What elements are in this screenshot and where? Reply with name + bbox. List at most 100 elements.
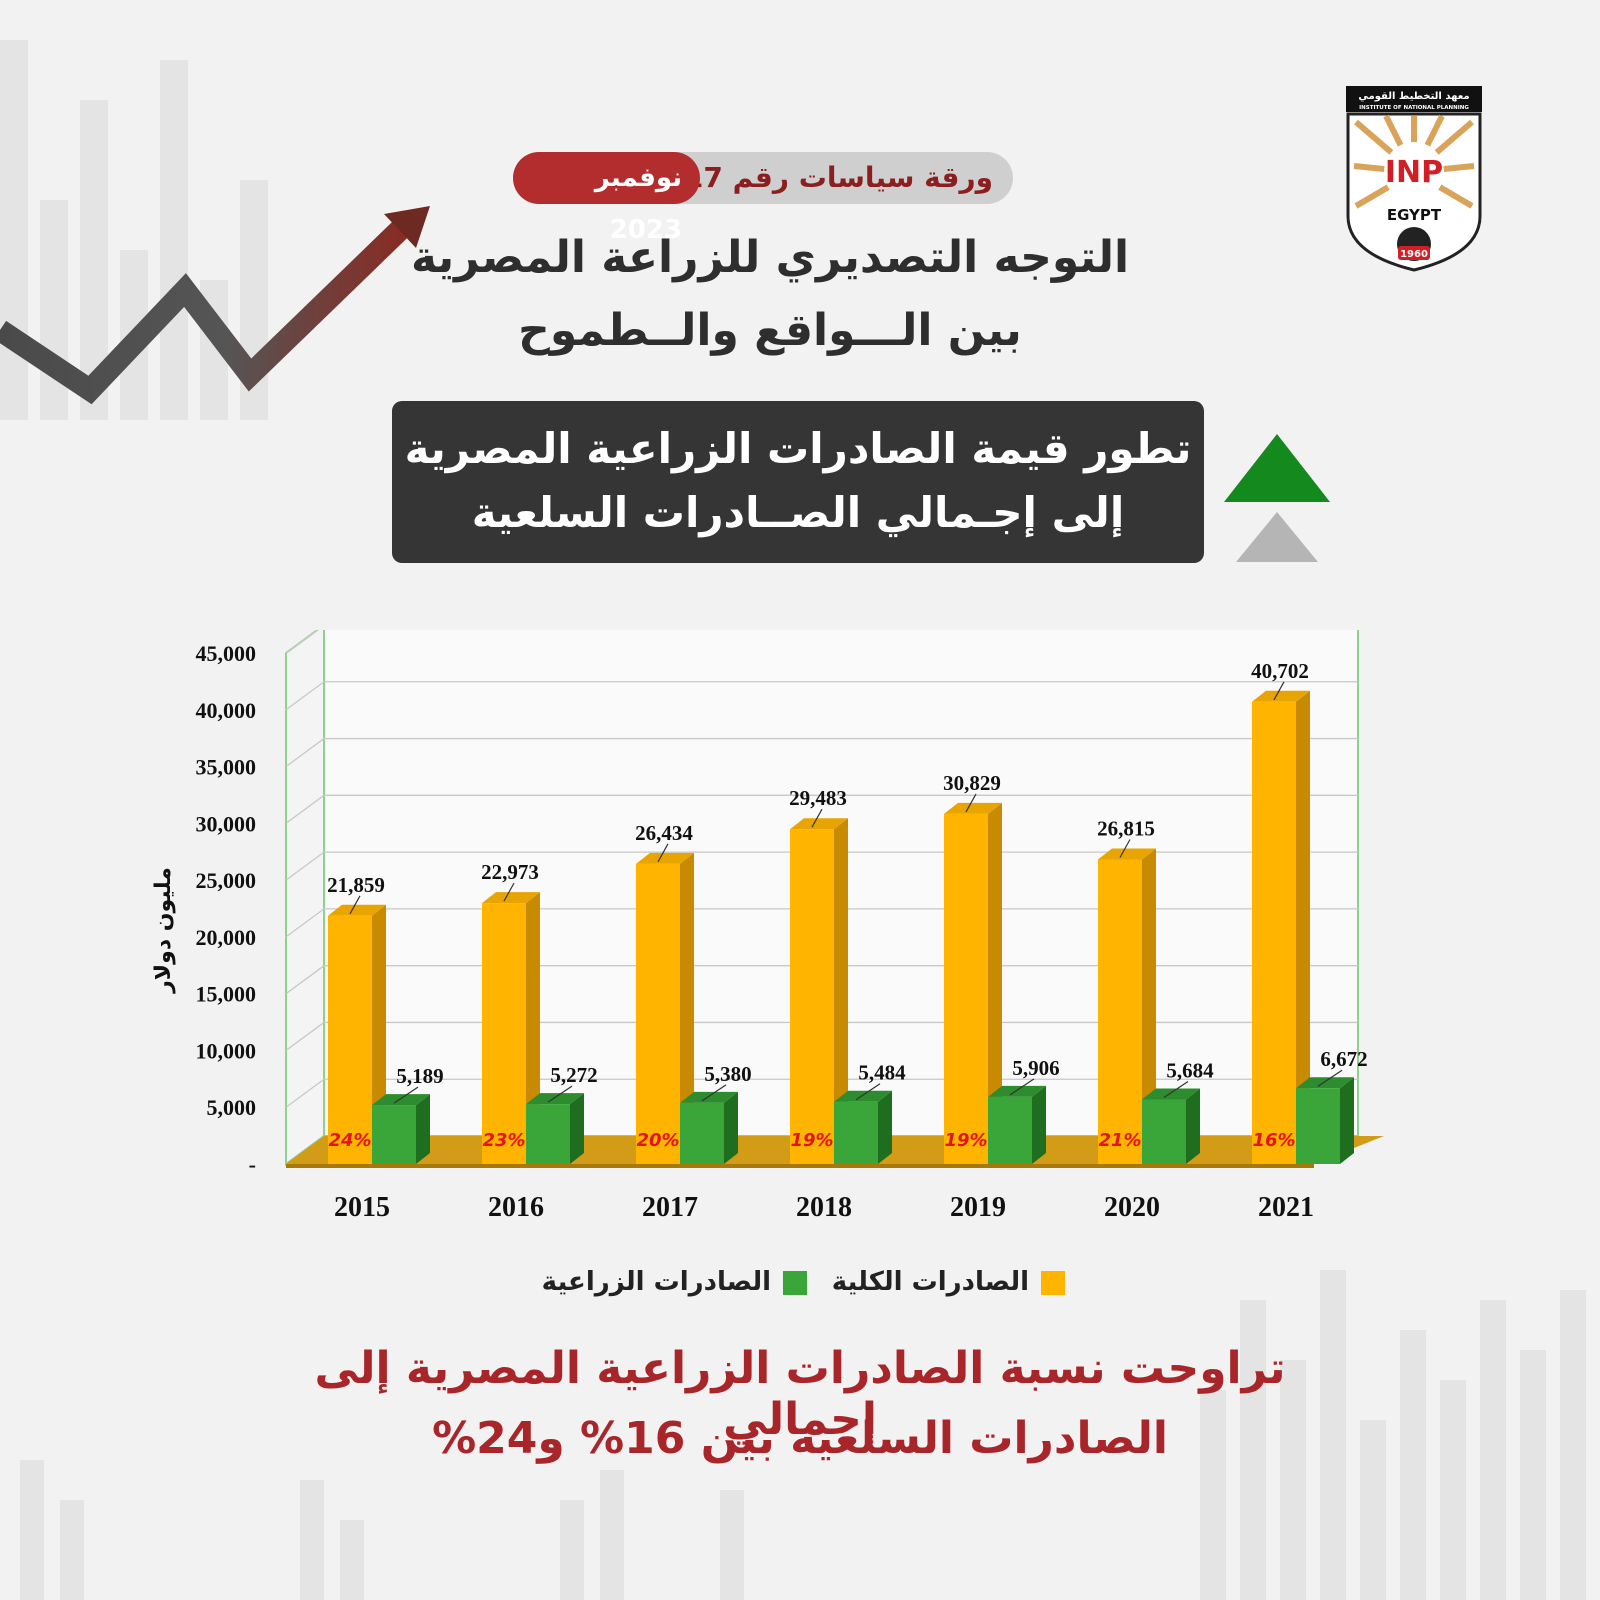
share-label: 24% — [328, 1130, 371, 1151]
bar-total — [636, 863, 680, 1164]
share-label: 20% — [636, 1130, 679, 1151]
policy-paper-badge: ورقة سياسات رقم 17 نوفمبر 2023 — [513, 152, 1013, 245]
bar-agri-side — [878, 1090, 892, 1164]
bar-total-top — [944, 802, 1002, 814]
leader-line — [1273, 681, 1285, 701]
y-tick-label: - — [249, 1152, 256, 1177]
x-tick-label: 2020 — [1104, 1192, 1160, 1223]
exports-bar-chart: - 5,000 10,000 15,000 20,000 25,000 30,000 35,0… — [151, 630, 1384, 1223]
growth-triangles-icon — [1224, 434, 1330, 562]
leader-line — [349, 895, 361, 915]
x-tick-label: 2016 — [488, 1192, 544, 1223]
bar-agri — [372, 1105, 416, 1164]
y-tick-label: 35,000 — [196, 755, 257, 780]
legend-label-total: الصادرات الكلية — [831, 1267, 1029, 1297]
y-tick-label: 45,000 — [196, 641, 257, 666]
leader-line — [503, 882, 515, 902]
legend-item-agri: الصادرات الزراعية — [542, 1264, 807, 1300]
policy-paper-number: ورقة سياسات رقم 17 — [683, 161, 993, 194]
bar-agri-side — [1032, 1085, 1046, 1164]
bar-total — [328, 915, 372, 1164]
y-tick-label: 10,000 — [196, 1038, 257, 1063]
data-label-total: 26,815 — [1097, 817, 1155, 841]
bar-total-top — [1098, 848, 1156, 860]
y-tick-label: 25,000 — [196, 868, 257, 893]
bar-agri-top — [680, 1091, 738, 1103]
gridline — [285, 1078, 1358, 1108]
chart-legend: الصادرات الكلية الصادرات الزراعية — [542, 1264, 1065, 1300]
bar-agri-top — [988, 1085, 1046, 1097]
y-tick-label: 20,000 — [196, 925, 257, 950]
y-tick-label: 15,000 — [196, 982, 257, 1007]
data-label-agri: 5,906 — [1012, 1056, 1059, 1080]
bar-total-top — [636, 852, 694, 864]
leader-line — [393, 1086, 419, 1104]
x-tick-label: 2015 — [334, 1192, 390, 1223]
bar-total-side — [1296, 690, 1310, 1164]
bar-total-side — [680, 852, 694, 1164]
y-tick-label: 40,000 — [196, 698, 257, 723]
gridline — [285, 965, 1358, 995]
bar-agri-top — [526, 1093, 584, 1105]
bar-agri-top — [1296, 1077, 1354, 1089]
leader-line — [855, 1083, 881, 1101]
bar-total-side — [1142, 848, 1156, 1164]
chart-subtitle-line2: إلى إجـمالي الصــادرات السلعية — [471, 488, 1125, 537]
data-label-total: 40,702 — [1251, 659, 1309, 683]
bar-agri — [1296, 1088, 1340, 1164]
data-label-agri: 5,189 — [396, 1064, 443, 1088]
data-label-agri: 6,672 — [1320, 1047, 1367, 1071]
data-label-agri: 5,684 — [1166, 1058, 1214, 1082]
bar-total-top — [328, 904, 386, 916]
chart-subtitle-box: تطور قيمة الصادرات الزراعية المصرية إلى … — [392, 401, 1204, 563]
data-label-total: 30,829 — [943, 771, 1001, 795]
bar-agri — [526, 1104, 570, 1164]
leader-line — [811, 808, 823, 828]
bar-total-top — [482, 892, 540, 904]
bar-total — [1252, 701, 1296, 1164]
leader-line — [1119, 839, 1131, 858]
gridline — [285, 1021, 1358, 1051]
leader-line — [1163, 1080, 1189, 1098]
gridline — [285, 630, 319, 654]
bar-total-top — [1252, 690, 1310, 702]
data-label-total: 29,483 — [789, 786, 847, 810]
bar-total — [944, 813, 988, 1164]
page-title-line2: بين الـــواقع والــطموح — [518, 305, 1022, 356]
x-tick-label: 2021 — [1258, 1192, 1314, 1223]
bar-total-top — [790, 818, 848, 830]
leader-line — [547, 1085, 573, 1103]
bar-agri — [680, 1102, 724, 1164]
data-label-agri: 5,380 — [704, 1062, 751, 1086]
inp-logo: معهد التخطيط القومي INSTITUTE OF NATIONA… — [1346, 86, 1482, 272]
bar-agri-top — [834, 1090, 892, 1102]
data-label-agri: 5,272 — [550, 1063, 597, 1087]
bar-total — [790, 829, 834, 1164]
y-axis-label: مليون دولار — [151, 867, 176, 994]
leader-line — [657, 843, 669, 863]
gridline — [285, 908, 1358, 938]
share-label: 16% — [1252, 1130, 1295, 1151]
logo-abbr: INP — [1385, 155, 1443, 190]
data-label-total: 22,973 — [481, 860, 539, 884]
share-label: 19% — [790, 1130, 833, 1151]
x-tick-label: 2019 — [950, 1192, 1006, 1223]
bar-agri-side — [1186, 1088, 1200, 1164]
bar-agri-side — [570, 1093, 584, 1164]
gridline — [285, 794, 1358, 824]
summary-note-line1: تراوحت نسبة الصادرات الزراعية المصرية إل… — [314, 1343, 1286, 1445]
bar-total-side — [988, 802, 1002, 1164]
leader-line — [701, 1084, 727, 1102]
page-title-line1: التوجه التصديري للزراعة المصرية — [410, 232, 1130, 283]
bar-agri-side — [724, 1091, 738, 1164]
logo-arabic-name: معهد التخطيط القومي — [1358, 91, 1469, 102]
leader-line — [965, 793, 977, 813]
bar-agri — [988, 1096, 1032, 1164]
bar-agri-top — [372, 1094, 430, 1106]
data-label-agri: 5,484 — [858, 1061, 906, 1085]
bar-agri — [834, 1101, 878, 1164]
legend-label-agri: الصادرات الزراعية — [541, 1267, 771, 1297]
gridline — [285, 681, 1358, 711]
bar-agri-top — [1142, 1088, 1200, 1100]
